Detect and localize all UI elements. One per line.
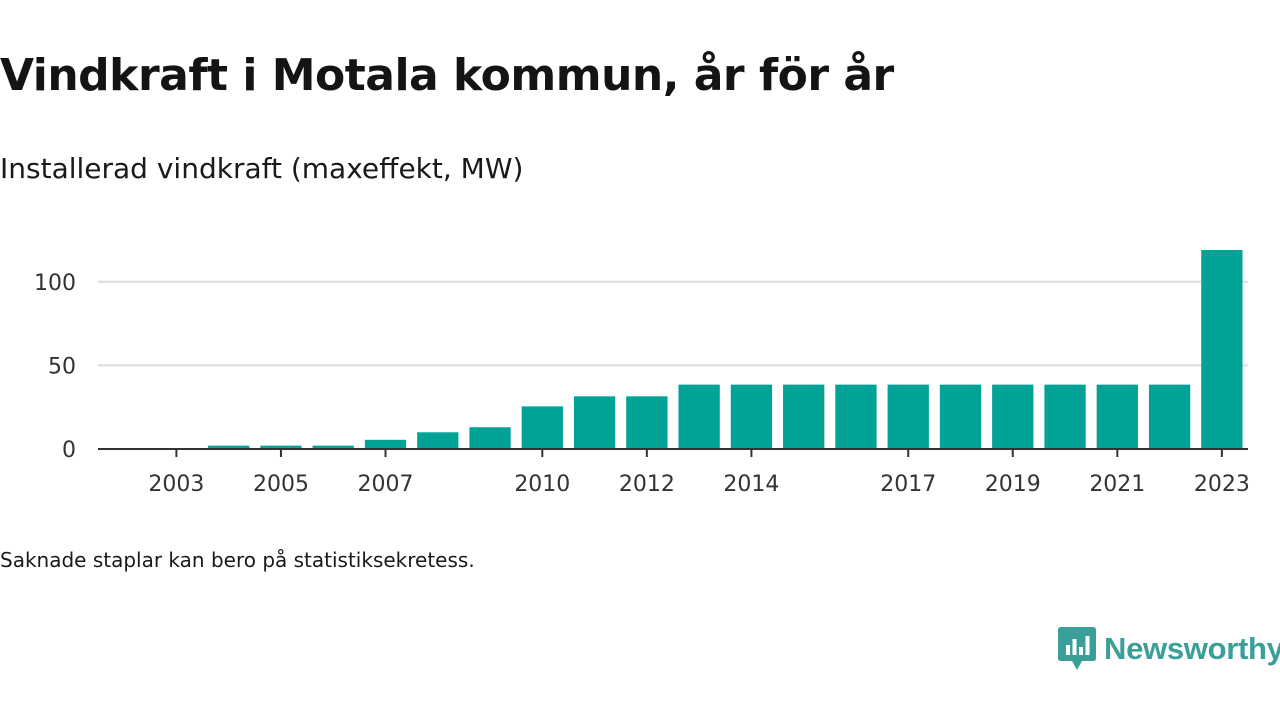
- bar-chart: 0 50 100 2003 2005 2007 2010 2012 2014 2017 2019 20…: [34, 250, 1250, 497]
- bar-2006: [312, 445, 354, 449]
- bar-2007: [364, 439, 407, 449]
- chart-title: Vindkraft i Motala kommun, år för år: [0, 50, 894, 101]
- bar-2019: [992, 384, 1034, 449]
- x-tick-label: 2005: [253, 472, 309, 497]
- x-tick-label: 2017: [880, 472, 936, 497]
- bar-2011: [573, 396, 616, 449]
- bar-2022: [1148, 384, 1191, 449]
- brand-logo: Newsworthy: [1058, 626, 1280, 672]
- newsworthy-logo-icon: [1058, 627, 1096, 670]
- y-tick-label: 50: [48, 354, 76, 379]
- x-tick-label: 2007: [358, 472, 414, 497]
- x-tick-label: 2012: [619, 472, 675, 497]
- bar-2020: [1044, 384, 1086, 449]
- bar-2009: [469, 427, 511, 449]
- bar-2018: [939, 384, 982, 449]
- bar-2014: [730, 384, 773, 449]
- chart-subtitle: Installerad vindkraft (maxeffekt, MW): [0, 152, 524, 185]
- y-tick-label: 0: [62, 438, 76, 463]
- bars: [208, 250, 1243, 449]
- bar-2013: [678, 384, 720, 449]
- x-tick-label: 2023: [1194, 472, 1250, 497]
- bar-2023: [1201, 250, 1243, 449]
- brand-name: Newsworthy: [1104, 631, 1280, 666]
- bar-2021: [1096, 384, 1138, 449]
- x-tick-label: 2021: [1089, 472, 1145, 497]
- bar-2012: [626, 396, 668, 449]
- tick-labels: 0 50 100 2003 2005 2007 2010 2012 2014 2017 2019 20…: [34, 271, 1250, 497]
- bar-2010: [521, 406, 563, 449]
- x-tick-label: 2010: [514, 472, 570, 497]
- bar-2008: [417, 432, 459, 449]
- bar-2015: [783, 384, 825, 449]
- x-tick-label: 2003: [148, 472, 204, 497]
- bar-2017: [887, 384, 929, 449]
- bar-2004: [208, 445, 250, 449]
- gridlines: [98, 280, 1248, 367]
- bar-2016: [835, 384, 877, 449]
- y-tick-label: 100: [34, 271, 76, 296]
- x-tick-label: 2014: [723, 472, 779, 497]
- footnote: Saknade staplar kan bero på statistiksek…: [0, 548, 475, 572]
- bar-2005: [260, 445, 302, 449]
- axes: [98, 448, 1248, 457]
- x-tick-label: 2019: [985, 472, 1041, 497]
